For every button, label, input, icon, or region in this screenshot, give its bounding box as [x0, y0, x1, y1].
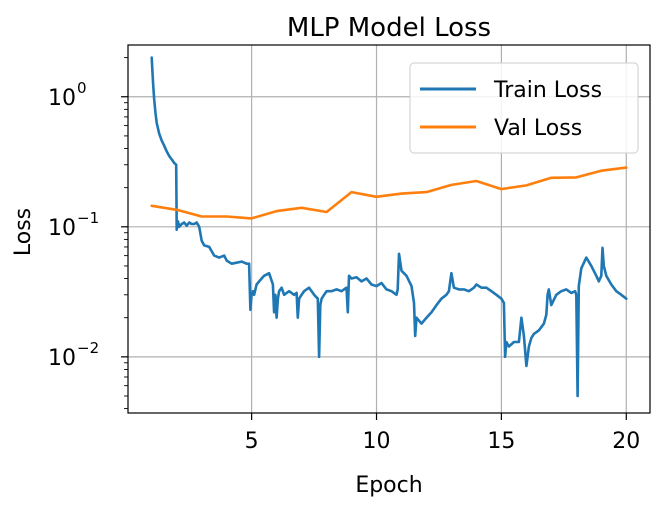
chart-title: MLP Model Loss	[287, 13, 491, 43]
x-tick-label: 15	[487, 429, 515, 454]
series-line-train-loss	[150, 56, 628, 398]
y-tick-base: 10	[48, 216, 76, 241]
x-tick-label: 20	[612, 429, 640, 454]
y-tick-label: 10 0	[48, 79, 87, 111]
y-tick-base: 10	[48, 86, 76, 111]
x-tick-label: 5	[245, 429, 259, 454]
y-tick-label: 10 −1	[48, 209, 99, 241]
legend-label-val: Val Loss	[494, 116, 582, 141]
y-tick-exponent: −1	[77, 209, 99, 227]
y-tick-label: 10 −2	[48, 339, 99, 371]
legend-box	[409, 62, 639, 154]
plot-frame	[127, 44, 651, 414]
legend-label-train: Train Loss	[493, 78, 602, 103]
x-axis-label: Epoch	[355, 473, 422, 498]
y-tick-exponent: −2	[77, 339, 99, 357]
x-tick-label: 10	[363, 429, 391, 454]
y-tick-base: 10	[48, 346, 76, 371]
legend: Train Loss Val Loss	[409, 62, 639, 154]
y-axis-label: Loss	[11, 208, 36, 256]
series-layer	[150, 56, 628, 398]
y-tick-exponent: 0	[77, 79, 87, 97]
series-line-val-loss	[150, 166, 628, 220]
